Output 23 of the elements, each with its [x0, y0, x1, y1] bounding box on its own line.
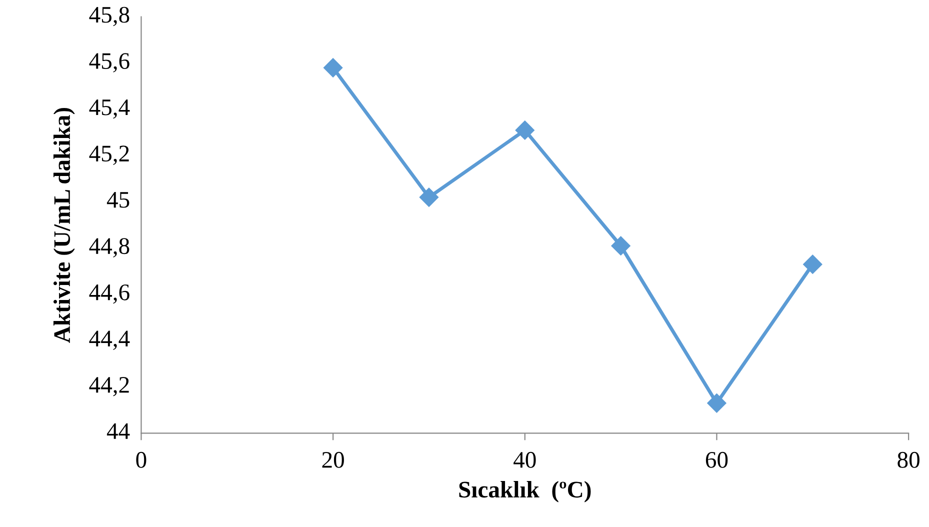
y-tick-label: 45,4 [89, 100, 130, 119]
point [515, 120, 534, 140]
y-tick-label: 44,8 [89, 238, 130, 258]
y-tick-label: 44,6 [89, 284, 130, 304]
x-tick-label: 0 [136, 452, 146, 468]
x-tick-label: 60 [706, 452, 728, 468]
y-axis-title: Aktivite (U/mL dakika) [53, 108, 75, 343]
y-tick-label: 45,2 [89, 146, 129, 165]
x-tick-label: 80 [898, 452, 920, 468]
x-axis-title: Sıcaklık (ºC) [459, 480, 591, 502]
x-tick-label: 40 [514, 452, 536, 468]
y-tick-label: 45,6 [89, 53, 130, 72]
point [324, 58, 343, 78]
y-tick-label: 44,2 [89, 376, 129, 396]
y-tick-label: 44,4 [89, 330, 130, 350]
x-tick-label: 20 [322, 452, 344, 468]
point [707, 394, 726, 413]
point [419, 188, 438, 207]
y-tick-label: 45 [106, 192, 130, 208]
y-tick-label: 45,8 [89, 6, 130, 26]
y-tick-label: 44 [106, 423, 130, 439]
point [611, 236, 630, 256]
point [803, 254, 822, 274]
